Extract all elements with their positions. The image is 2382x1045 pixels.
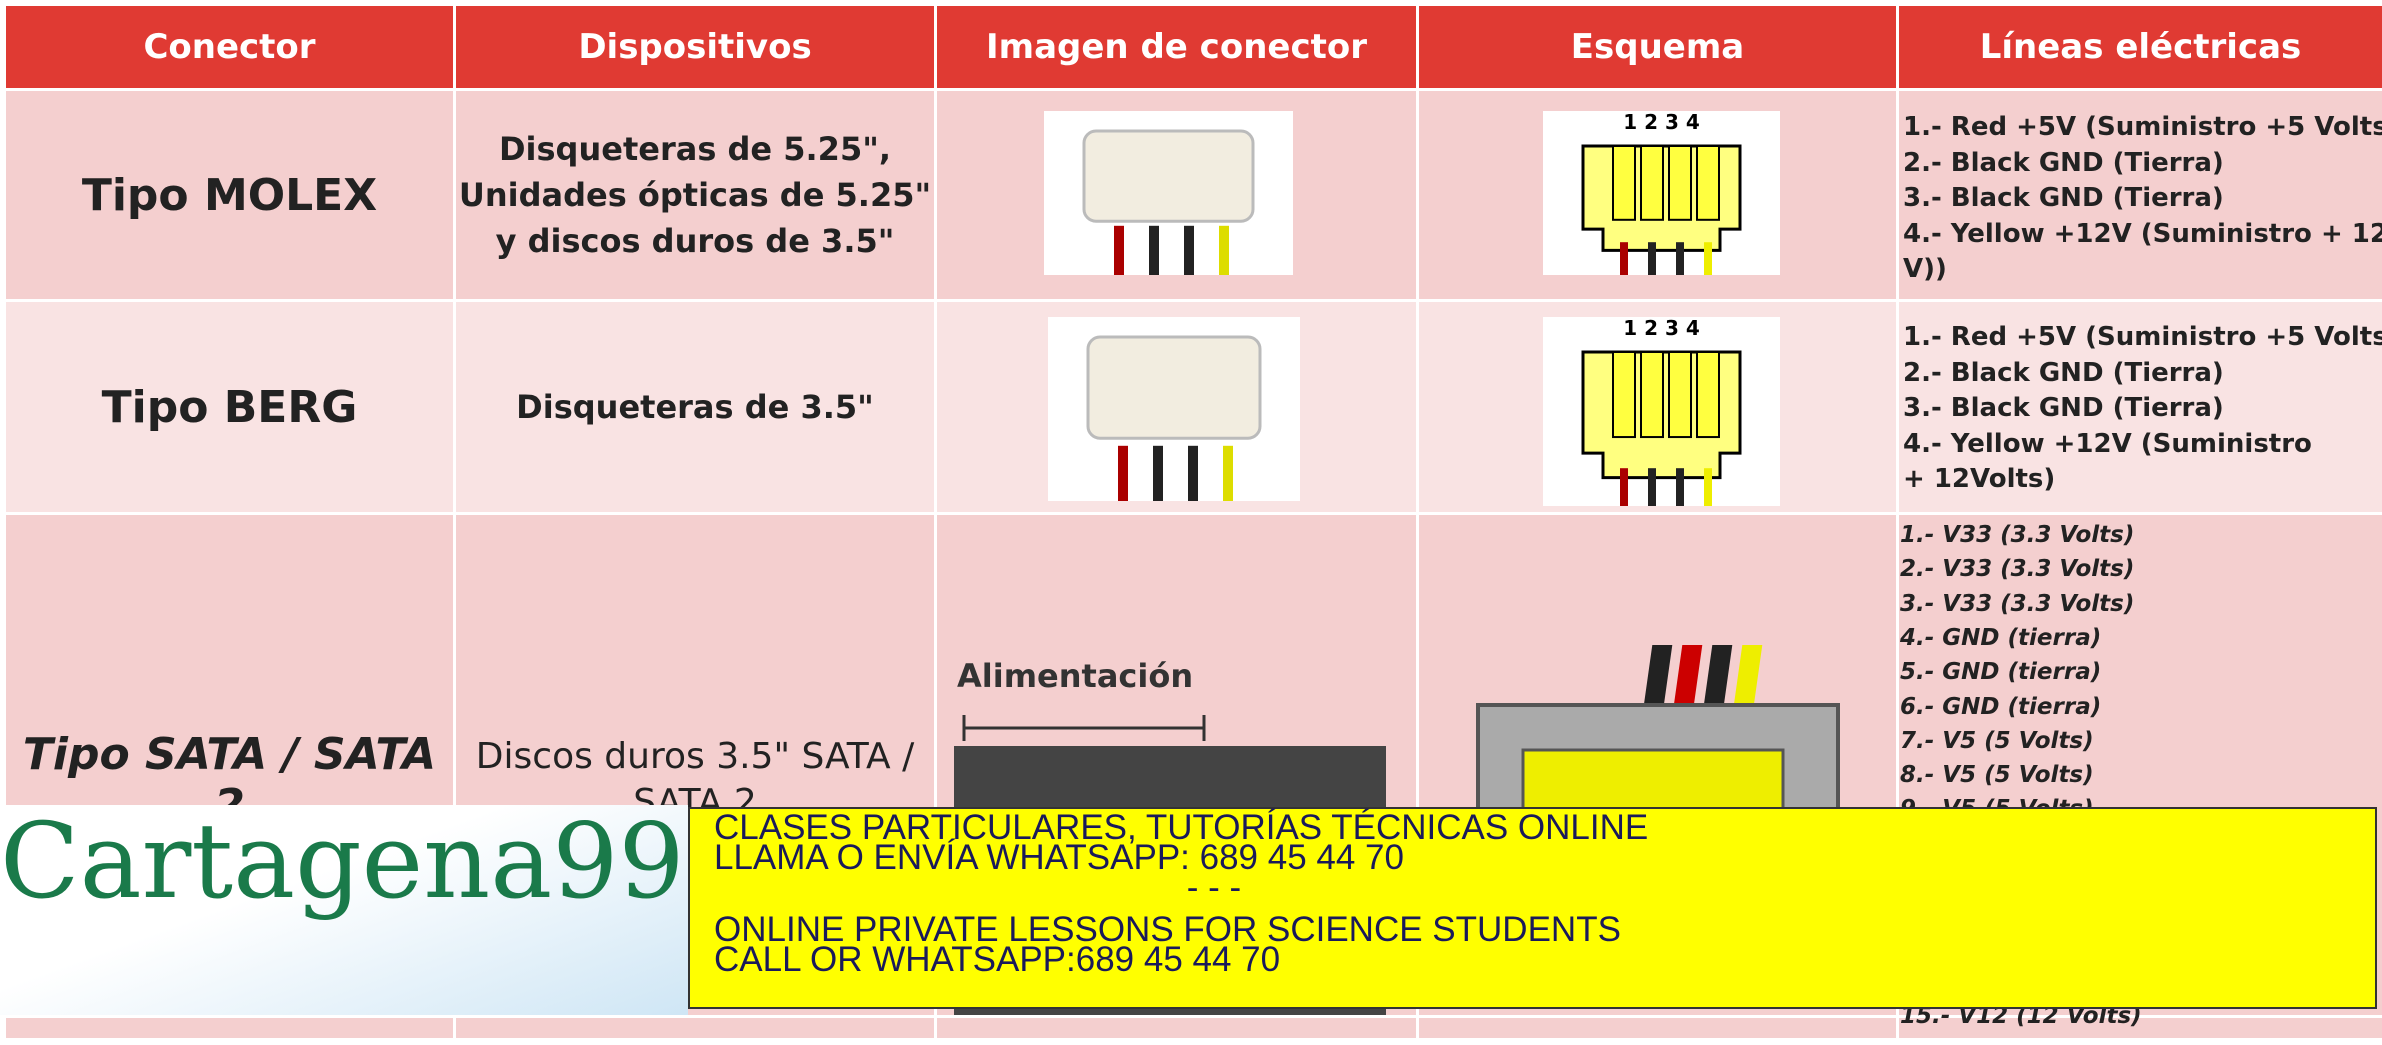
electric-line: 3.- Black GND (Tierra): [1903, 393, 2224, 423]
header-cell: Conector: [6, 6, 453, 88]
cell: [1899, 1018, 2382, 1038]
electric-line: 2.- Black GND (Tierra): [1903, 147, 2224, 178]
schema: 1 2 3 4: [1543, 317, 1780, 506]
electric-line: 2.- Black GND (Tierra): [1903, 357, 2224, 388]
cell: [1419, 1018, 1896, 1038]
watermark-line: LLAMA O ENVÍA WHATSAPP: 689 45 44 70: [714, 838, 1404, 877]
cell: [1899, 302, 2382, 512]
electric-line: 4.- Yellow +12V (Suministro + 12: [1903, 218, 2382, 249]
devices: Disqueteras de 3.5": [456, 302, 934, 512]
connector-image: [1048, 317, 1300, 501]
watermark-line: CLASES PARTICULARES, TUTORÍAS TÉCNICAS O…: [714, 808, 1649, 847]
pin-numbers: 1 2 3 4: [1623, 111, 1700, 134]
watermark-line: ONLINE PRIVATE LESSONS FOR SCIENCE STUDE…: [714, 910, 1621, 949]
logo-bg: [0, 805, 688, 1015]
electric-line: 5.- GND (tierra): [1900, 659, 2102, 686]
electric-line: V)): [1903, 254, 1947, 284]
image-label: Alimentación: [957, 657, 1194, 695]
devices: Disqueteras de 5.25", Unidades ópticas de…: [456, 91, 934, 299]
cell: [6, 302, 453, 512]
electric-line: 3.- Black GND (Tierra): [1903, 183, 2224, 213]
devices-line: Unidades ópticas de 5.25": [458, 176, 932, 214]
electric-line: 1.- V33 (3.3 Volts): [1900, 522, 2135, 548]
electric-line: 4.- GND (tierra): [1900, 624, 2102, 651]
electric-line: 6.- GND (tierra): [1900, 693, 2102, 720]
electric-line: 1.- Red +5V (Suministro +5 Volts): [1903, 112, 2382, 142]
cell: [456, 91, 934, 299]
cell: [6, 1018, 453, 1038]
header-cell: Líneas eléctricas: [1899, 6, 2382, 88]
logo: Cartagena99: [0, 800, 685, 922]
devices-line: Disqueteras de 3.5": [516, 388, 874, 426]
cell: [456, 302, 934, 512]
cell: [6, 91, 453, 299]
electric-line: 1.- Red +5V (Suministro +5 Volts): [1903, 322, 2382, 352]
electric-line: 7.- V5 (5 Volts): [1900, 727, 2094, 754]
watermark-line: CALL OR WHATSAPP:689 45 44 70: [714, 940, 1281, 979]
electric-line: + 12Volts): [1903, 464, 2056, 494]
connector-image: [1044, 111, 1293, 275]
connector-name: Tipo MOLEX: [81, 169, 378, 221]
electric-line: 8.- V5 (5 Volts): [1900, 762, 2094, 789]
electric-line: 3.- V33 (3.3 Volts): [1900, 590, 2135, 617]
devices-line: Disqueteras de 5.25",: [498, 130, 892, 168]
devices-line: Discos duros 3.5" SATA /: [475, 736, 915, 777]
schema: 1 2 3 4: [1543, 111, 1780, 275]
header-cell: Imagen de conector: [937, 6, 1416, 88]
watermark-line: - - -: [1186, 868, 1242, 907]
electric-line: 2.- V33 (3.3 Volts): [1900, 556, 2135, 583]
connector-name: Tipo BERG: [101, 381, 358, 433]
header-cell: Dispositivos: [456, 6, 934, 88]
devices-line: y discos duros de 3.5": [495, 222, 895, 260]
watermark-box: CLASES PARTICULARES, TUTORÍAS TÉCNICAS O…: [688, 807, 2377, 1009]
electric-line: 4.- Yellow +12V (Suministro: [1903, 428, 2312, 459]
cell: [937, 1018, 1416, 1038]
header-cell: Esquema: [1419, 6, 1896, 88]
cell: [456, 1018, 934, 1038]
cell: [1899, 91, 2382, 299]
pin-numbers: 1 2 3 4: [1623, 317, 1700, 340]
